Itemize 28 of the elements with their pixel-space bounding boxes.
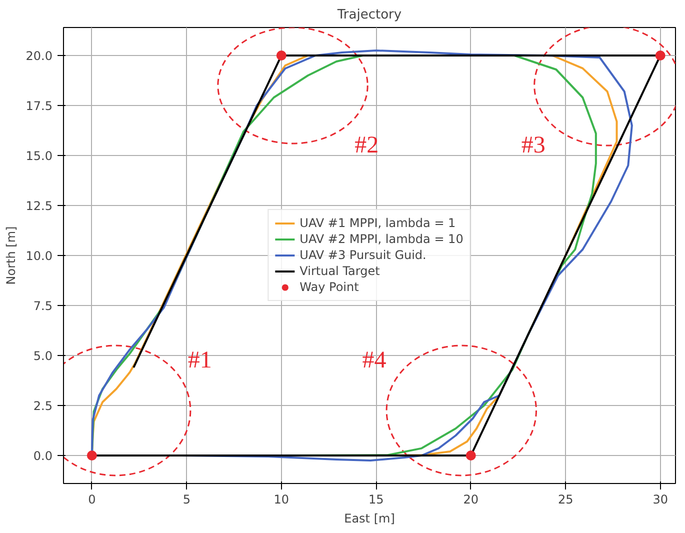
- legend-label: Way Point: [300, 280, 359, 294]
- x-tick-label: 30: [652, 492, 668, 506]
- chart-title: Trajectory: [336, 8, 402, 22]
- legend-label: UAV #3 Pursuit Guid.: [300, 248, 426, 262]
- y-tick-label: 7.5: [33, 299, 53, 313]
- y-tick-label: 17.5: [26, 99, 52, 113]
- x-tick-label: 25: [558, 492, 574, 506]
- annotation: #4: [362, 348, 386, 374]
- y-axis-title: North [m]: [4, 226, 18, 285]
- y-tick-label: 0.0: [33, 449, 53, 463]
- x-tick-label: 0: [88, 492, 96, 506]
- y-tick-label: 20.0: [26, 49, 52, 63]
- legend-label: Virtual Target: [300, 264, 380, 278]
- annotation: #1: [188, 348, 212, 374]
- legend-label: UAV #2 MPPI, lambda = 10: [300, 232, 464, 246]
- annotation: #3: [521, 132, 546, 158]
- x-tick-label: 10: [274, 492, 290, 506]
- annotation: #2: [354, 132, 379, 158]
- x-tick-label: 20: [463, 492, 479, 506]
- y-tick-label: 12.5: [26, 199, 52, 213]
- x-tick-label: 15: [368, 492, 384, 506]
- y-tick-label: 10.0: [26, 249, 52, 263]
- y-tick-label: 5.0: [33, 349, 53, 363]
- legend-label: UAV #1 MPPI, lambda = 1: [300, 216, 456, 230]
- y-tick-label: 15.0: [26, 149, 52, 163]
- x-tick-label: 5: [182, 492, 190, 506]
- x-axis-title: East [m]: [344, 512, 395, 526]
- y-tick-label: 2.5: [33, 399, 53, 413]
